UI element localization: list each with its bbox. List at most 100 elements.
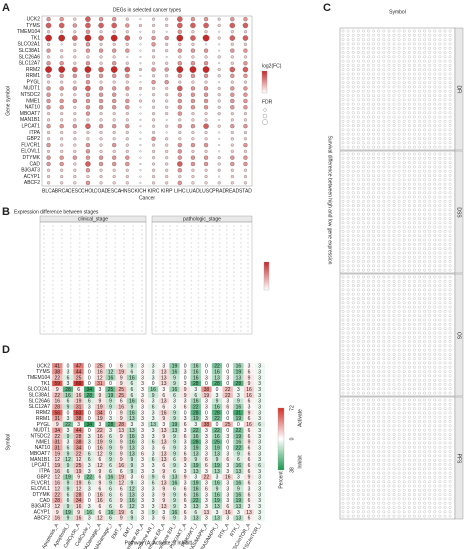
grid-dot — [87, 229, 90, 231]
grid-dot — [105, 296, 108, 299]
grid-dot — [240, 229, 242, 231]
grid-dot — [141, 237, 143, 240]
grid-dot — [69, 305, 72, 307]
grid-dot — [448, 59, 452, 63]
dot — [191, 181, 195, 185]
dot — [218, 144, 221, 147]
grid-dot — [346, 318, 350, 322]
cell-value: 6 — [88, 457, 91, 463]
grid-dot — [413, 357, 416, 361]
grid-dot — [438, 85, 442, 89]
cell-value: 16 — [108, 375, 114, 381]
grid-dot — [377, 310, 381, 313]
grid-dot — [356, 501, 360, 505]
grid-dot — [413, 174, 416, 177]
grid-dot — [362, 344, 365, 348]
grid-dot — [351, 260, 355, 263]
dot — [99, 130, 103, 135]
grid-dot — [438, 165, 442, 169]
dot — [203, 142, 209, 148]
dot — [84, 34, 92, 42]
cell-value: 3 — [258, 399, 261, 405]
grid-dot — [377, 85, 381, 89]
grid-dot — [367, 458, 370, 462]
grid-dot — [197, 279, 200, 282]
grid-dot — [382, 374, 386, 378]
dot — [110, 34, 118, 42]
cell-value: 6 — [184, 451, 187, 457]
dot — [203, 22, 209, 29]
cell-value: 3 — [141, 393, 144, 399]
cell-value: 3 — [88, 434, 91, 440]
grid-dot — [433, 199, 437, 203]
grid-dot — [402, 383, 406, 386]
grid-dot — [392, 59, 396, 63]
dot — [218, 49, 221, 52]
dot — [178, 130, 182, 135]
grid-dot — [433, 318, 437, 322]
grid-dot — [428, 81, 432, 84]
grid-dot — [367, 424, 370, 428]
grid-dot — [341, 204, 345, 207]
grid-dot — [407, 374, 411, 378]
grid-dot — [407, 165, 411, 169]
grid-dot — [247, 246, 249, 248]
dot — [138, 23, 142, 27]
dot — [45, 22, 52, 29]
grid-dot — [443, 348, 447, 352]
grid-dot — [397, 310, 401, 313]
grid-dot — [346, 301, 350, 305]
grid-dot — [448, 288, 452, 292]
grid-dot — [346, 463, 350, 466]
grid-dot — [382, 225, 386, 229]
cell-value: 3 — [141, 422, 144, 428]
grid-dot — [197, 313, 200, 315]
grid-dot — [377, 292, 381, 296]
cell-value: 6 — [162, 463, 165, 469]
grid-dot — [438, 506, 442, 509]
grid-dot — [351, 98, 355, 102]
grid-dot — [132, 292, 134, 294]
dot — [73, 80, 77, 84]
grid-dot — [433, 420, 437, 423]
grid-dot — [418, 497, 421, 501]
grid-dot — [183, 296, 186, 299]
grid-dot — [428, 415, 432, 419]
grid-dot — [341, 72, 345, 76]
grid-dot — [169, 246, 171, 248]
grid-dot — [52, 225, 54, 227]
grid-dot — [387, 514, 391, 518]
dot — [125, 168, 129, 172]
grid-dot — [356, 318, 360, 322]
grid-dot — [423, 476, 426, 479]
grid-dot — [114, 242, 117, 244]
grid-dot — [413, 81, 416, 84]
grid-dot — [211, 246, 214, 248]
grid-dot — [418, 441, 421, 445]
grid-dot — [141, 246, 143, 248]
grid-dot — [69, 317, 72, 320]
dot — [125, 143, 129, 147]
grid-dot — [428, 433, 432, 436]
cell-value: 9 — [162, 486, 165, 492]
grid-dot — [407, 174, 411, 177]
facet-label: DFI — [456, 85, 462, 93]
grid-dot — [387, 407, 391, 410]
grid-dot — [438, 370, 442, 373]
grid-dot — [114, 225, 117, 227]
grid-dot — [397, 493, 401, 496]
grid-dot — [418, 115, 421, 119]
grid-dot — [377, 242, 381, 246]
grid-dot — [428, 463, 432, 466]
grid-dot — [438, 98, 442, 102]
grid-dot — [351, 111, 355, 115]
grid-dot — [377, 480, 381, 484]
grid-dot — [351, 137, 355, 140]
grid-dot — [423, 238, 426, 242]
grid-dot — [367, 191, 370, 195]
grid-dot — [341, 501, 345, 505]
grid-dot — [240, 284, 242, 286]
grid-dot — [377, 225, 381, 229]
grid-dot — [362, 450, 365, 453]
cell-value: 59 — [55, 381, 61, 387]
